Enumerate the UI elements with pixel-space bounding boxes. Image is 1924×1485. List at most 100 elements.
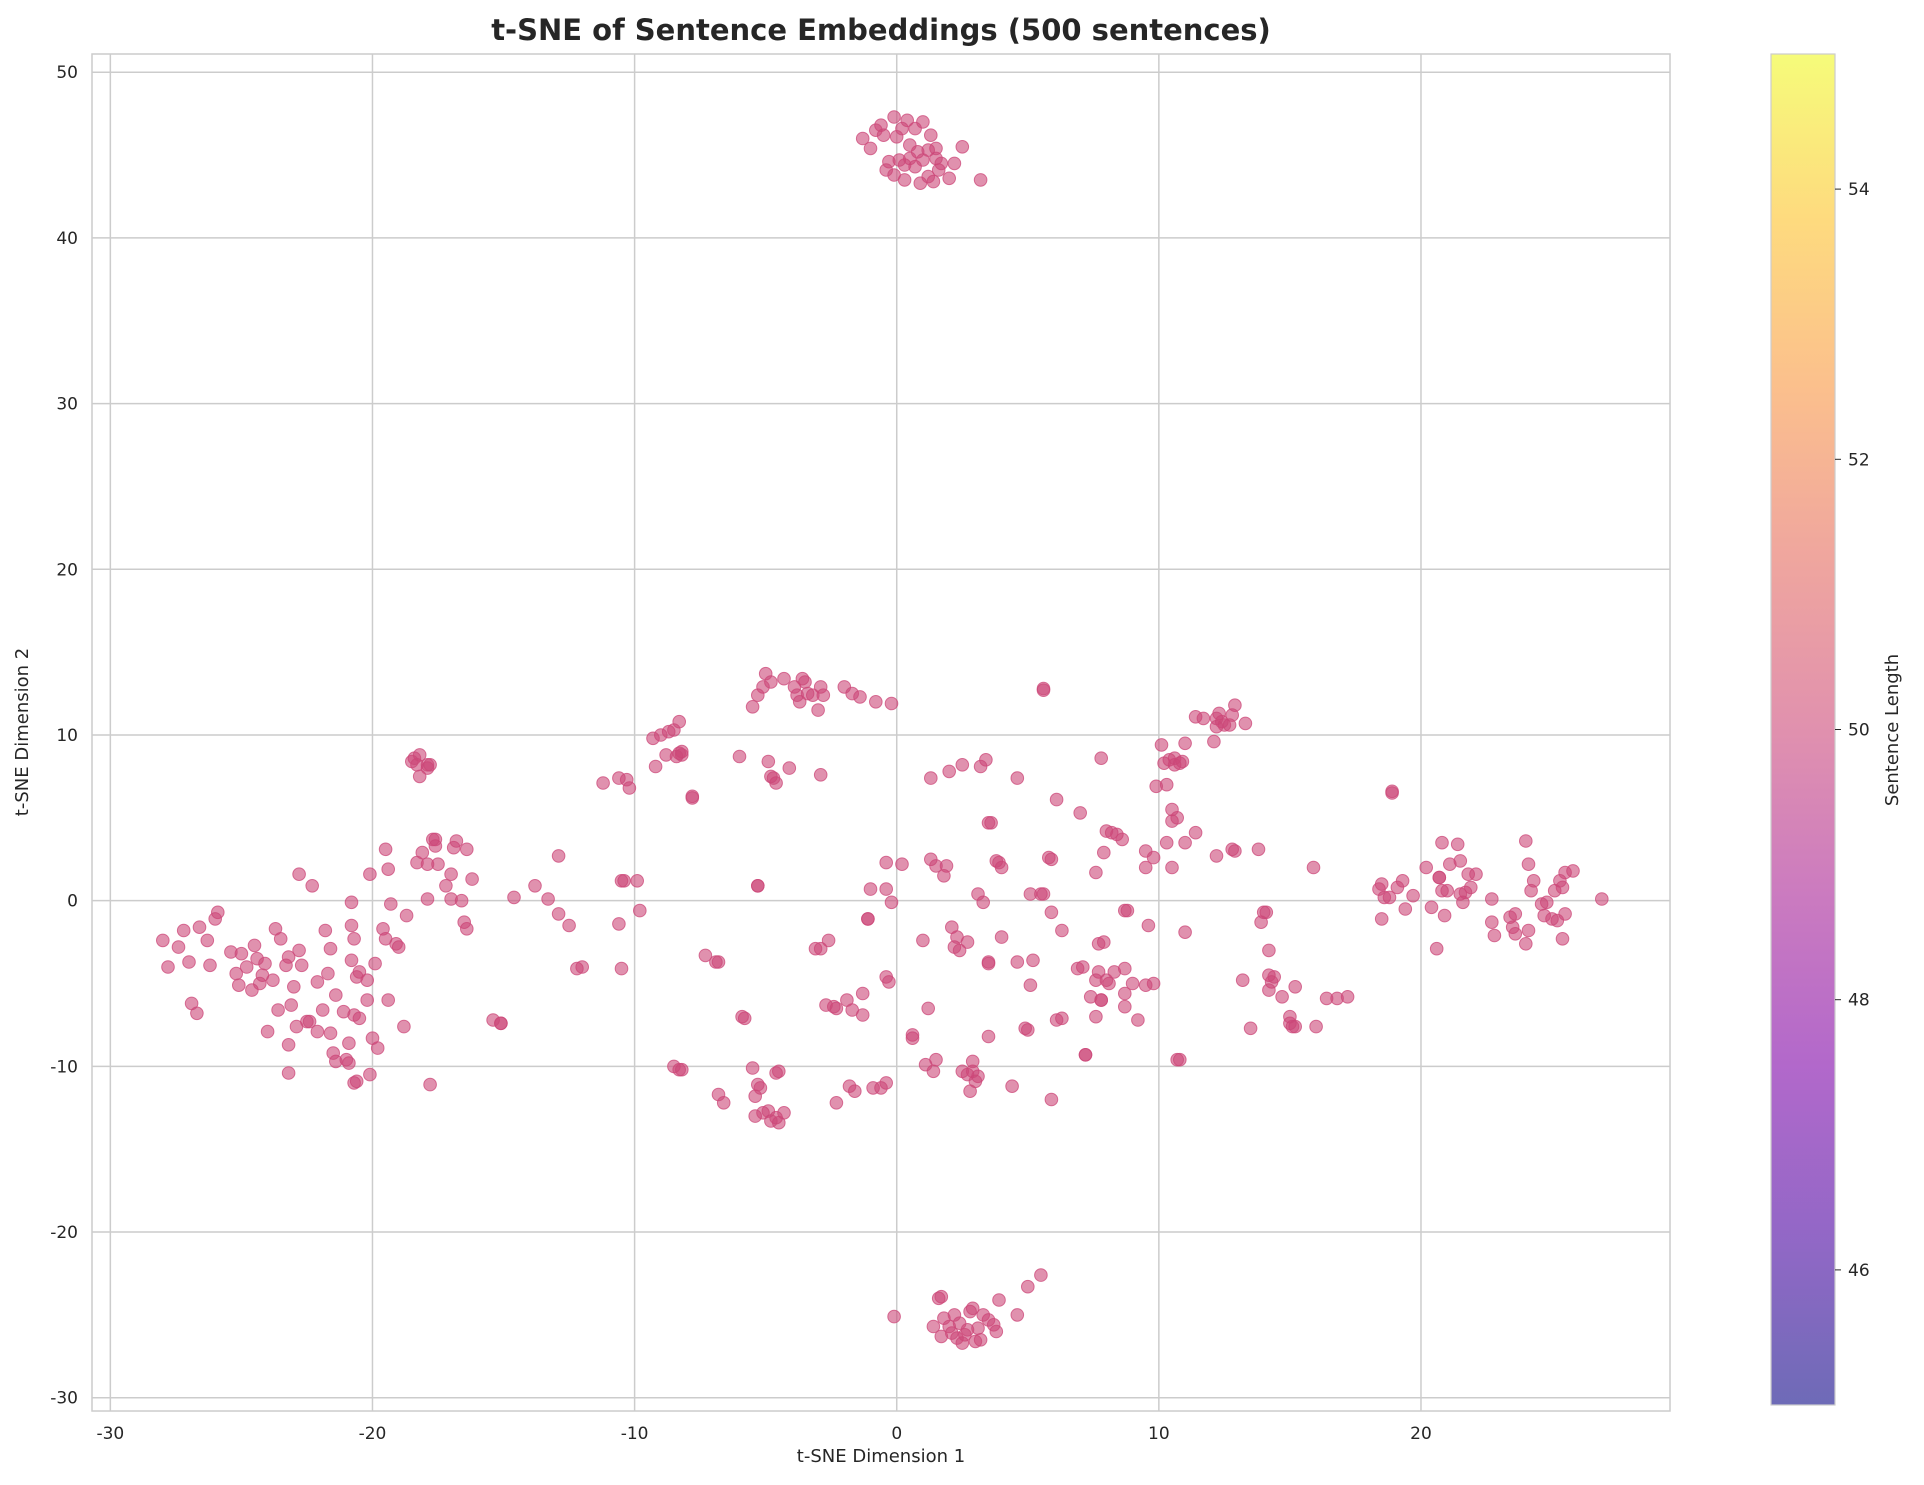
data-point: [349, 1074, 364, 1089]
colorbar-tick-label: 52: [1848, 450, 1870, 470]
data-point: [958, 1328, 972, 1342]
data-point: [541, 892, 555, 906]
data-point: [360, 973, 375, 988]
data-point: [811, 703, 825, 717]
data-point: [887, 110, 901, 124]
data-point: [989, 1324, 1004, 1339]
data-point: [1228, 844, 1242, 858]
data-point: [1178, 835, 1192, 850]
data-point: [945, 1326, 959, 1340]
data-point: [192, 920, 207, 935]
data-point: [284, 998, 299, 1012]
data-point: [1243, 1021, 1258, 1036]
data-point: [381, 993, 396, 1007]
data-point: [934, 1289, 949, 1304]
data-point: [769, 776, 783, 790]
data-point: [454, 893, 469, 908]
data-point: [1196, 711, 1211, 726]
data-point: [1487, 928, 1502, 943]
data-point: [596, 776, 610, 790]
data-point: [287, 980, 301, 994]
data-point: [1097, 935, 1111, 949]
data-point: [460, 842, 474, 857]
colorbar-tick-label: 54: [1848, 180, 1870, 200]
data-point: [363, 867, 377, 882]
data-point: [745, 700, 760, 714]
data-point: [1036, 681, 1051, 696]
data-point: [942, 764, 957, 779]
data-point: [1170, 811, 1184, 825]
data-point: [1131, 1013, 1145, 1027]
x-tick-label: 0: [891, 1424, 902, 1444]
data-point: [965, 1301, 980, 1316]
data-point: [1073, 806, 1087, 820]
data-point: [612, 917, 626, 931]
data-point: [460, 922, 474, 936]
data-point: [905, 1031, 920, 1045]
data-point: [247, 938, 262, 953]
data-point: [764, 675, 778, 689]
data-point: [1115, 832, 1129, 847]
data-point: [971, 1069, 985, 1084]
data-point: [271, 1003, 285, 1017]
data-point: [617, 874, 631, 888]
data-point: [352, 1011, 367, 1026]
data-point: [318, 923, 333, 938]
data-point: [816, 688, 831, 703]
data-point: [1120, 903, 1135, 918]
data-point: [1118, 961, 1132, 976]
data-point: [798, 675, 812, 689]
data-point: [955, 140, 970, 154]
data-point: [1173, 1052, 1187, 1067]
y-tick-label: -10: [50, 1057, 78, 1077]
data-point: [777, 671, 791, 686]
data-point: [853, 690, 867, 704]
y-tick-label: 20: [56, 560, 78, 580]
data-point: [1078, 1048, 1093, 1062]
colorbar-tick-label: 46: [1848, 1261, 1870, 1281]
data-point: [310, 1024, 325, 1039]
data-point: [748, 1109, 763, 1123]
data-point: [281, 950, 296, 964]
data-point: [449, 834, 464, 848]
data-point: [863, 141, 878, 156]
y-tick-label: 50: [56, 63, 78, 83]
data-point: [302, 1014, 317, 1029]
data-point: [1288, 980, 1302, 994]
data-point: [769, 1066, 783, 1080]
data-point: [1044, 905, 1059, 920]
data-point: [675, 744, 689, 759]
grid-lines: [92, 54, 1670, 1411]
y-tick-labels: -30 -20 -10 0 10 20 30 40 50: [50, 63, 78, 1409]
data-point: [745, 1061, 760, 1075]
data-point: [1437, 908, 1452, 923]
colorbar: 46 48 50 52 54 Sentence Length: [1770, 53, 1903, 1406]
data-point: [234, 946, 249, 961]
data-point: [190, 1006, 204, 1021]
data-point: [777, 1106, 791, 1120]
data-point: [310, 975, 325, 989]
data-point: [1382, 890, 1397, 905]
data-point: [1036, 887, 1051, 901]
data-point: [1508, 927, 1523, 941]
y-axis-label: t-SNE Dimension 2: [12, 648, 33, 816]
data-point: [344, 918, 359, 933]
data-point: [952, 943, 967, 958]
data-point: [1225, 708, 1239, 722]
data-point: [924, 771, 938, 785]
data-point: [329, 988, 343, 1002]
y-tick-label: 40: [56, 229, 78, 249]
colorbar-gradient: [1771, 54, 1835, 1405]
data-point: [292, 867, 306, 882]
data-point: [1159, 777, 1174, 792]
data-point: [1485, 915, 1499, 930]
data-point: [258, 956, 272, 971]
data-point: [423, 758, 437, 772]
data-point: [273, 932, 288, 946]
data-point: [171, 940, 186, 954]
data-point: [813, 941, 828, 956]
data-point: [675, 1062, 689, 1077]
data-point: [399, 908, 414, 923]
plot-frame: [91, 53, 1671, 1412]
colorbar-label: Sentence Length: [1882, 654, 1903, 806]
